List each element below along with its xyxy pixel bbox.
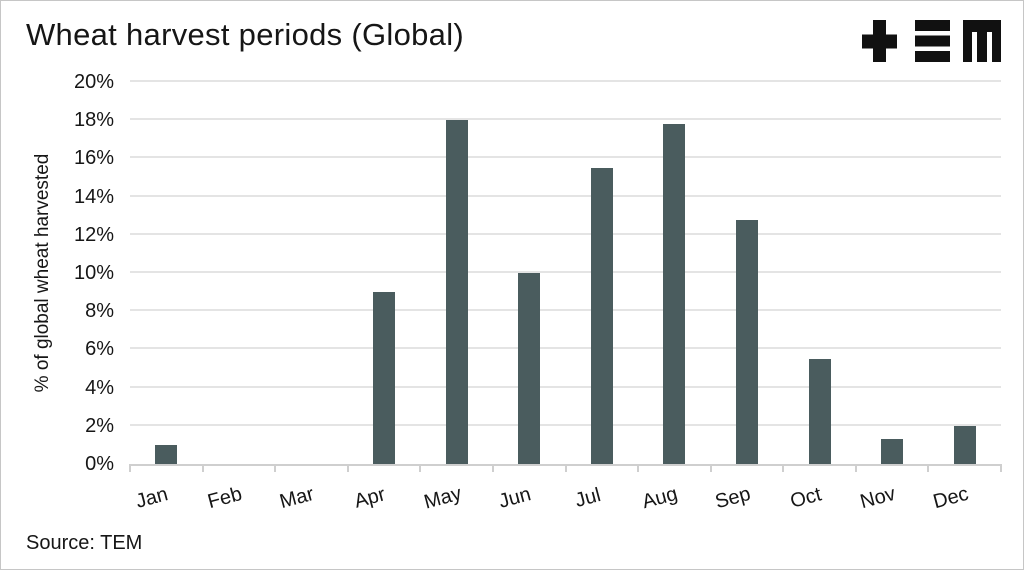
x-tick-label-nov: Nov — [857, 482, 899, 514]
y-tick-label: 4% — [85, 376, 114, 399]
bar-may — [445, 120, 468, 464]
gridline — [130, 194, 1001, 197]
x-tick-mark — [346, 464, 349, 472]
x-axis-tick-marks — [129, 464, 1002, 472]
x-tick-mark — [1000, 464, 1002, 472]
x-tick-label-mar: Mar — [277, 482, 317, 514]
bar-jul — [590, 167, 613, 464]
plot-area — [130, 80, 1001, 466]
x-tick-label-jul: Jul — [572, 484, 603, 512]
gridline — [130, 271, 1001, 273]
y-tick-label: 14% — [73, 185, 114, 208]
x-tick-label-jun: Jun — [496, 483, 534, 513]
gridline — [130, 80, 1001, 82]
x-tick-mark — [129, 464, 131, 472]
bar-oct — [808, 358, 831, 464]
gridline — [130, 156, 1001, 159]
x-tick-label-apr: Apr — [352, 483, 388, 513]
gridline — [130, 118, 1001, 121]
y-tick-label: 6% — [85, 338, 114, 361]
x-tick-mark — [782, 464, 785, 472]
x-tick-label-dec: Dec — [930, 482, 971, 514]
bar-jun — [518, 273, 541, 464]
x-tick-mark — [491, 464, 494, 472]
x-tick-mark — [419, 464, 422, 472]
y-tick-label: 10% — [73, 262, 114, 284]
x-tick-label-oct: Oct — [787, 483, 824, 513]
tem-logo-icon — [862, 20, 1001, 62]
x-tick-mark — [927, 464, 930, 472]
gridline — [130, 347, 1001, 350]
y-tick-label: 16% — [73, 147, 114, 170]
x-tick-label-feb: Feb — [205, 482, 245, 514]
triple-bar-glyph — [915, 20, 950, 62]
x-tick-label-sep: Sep — [712, 482, 753, 514]
bar-sep — [735, 219, 758, 464]
x-tick-mark — [709, 464, 712, 472]
y-tick-label: 18% — [73, 109, 114, 132]
gridline — [130, 385, 1001, 388]
x-tick-mark — [637, 464, 640, 472]
x-tick-mark — [274, 464, 277, 472]
chart-title: Wheat harvest periods (Global) — [26, 17, 465, 52]
bar-aug — [663, 124, 686, 464]
x-axis-tick-labels: Jan Feb Mar Apr May Jun Jul Aug Sep Oct Nov Dec — [130, 483, 1001, 527]
y-tick-label: 12% — [73, 223, 114, 246]
y-tick-label: 20% — [73, 71, 114, 93]
x-tick-mark — [854, 464, 857, 472]
gridline — [130, 232, 1001, 235]
m-glyph — [963, 20, 1001, 62]
y-tick-label: 0% — [85, 453, 114, 475]
y-tick-label: 2% — [85, 414, 114, 437]
plus-glyph — [862, 20, 897, 62]
bar-nov — [881, 439, 904, 464]
x-tick-label-may: May — [421, 482, 464, 514]
bar-dec — [953, 425, 976, 464]
y-tick-label: 8% — [85, 300, 114, 323]
x-tick-label-jan: Jan — [133, 483, 171, 513]
y-axis-tick-labels: 0% 2% 4% 6% 8% 10% 12% 14% 16% 18% 20% — [1, 71, 114, 475]
bar-apr — [373, 292, 396, 464]
x-tick-mark — [201, 464, 204, 472]
gridline — [130, 309, 1001, 312]
source-note: Source: TEM — [26, 532, 143, 554]
bar-jan — [155, 444, 178, 464]
gridline — [130, 423, 1001, 426]
x-tick-label-aug: Aug — [640, 482, 681, 514]
x-tick-mark — [564, 464, 567, 472]
